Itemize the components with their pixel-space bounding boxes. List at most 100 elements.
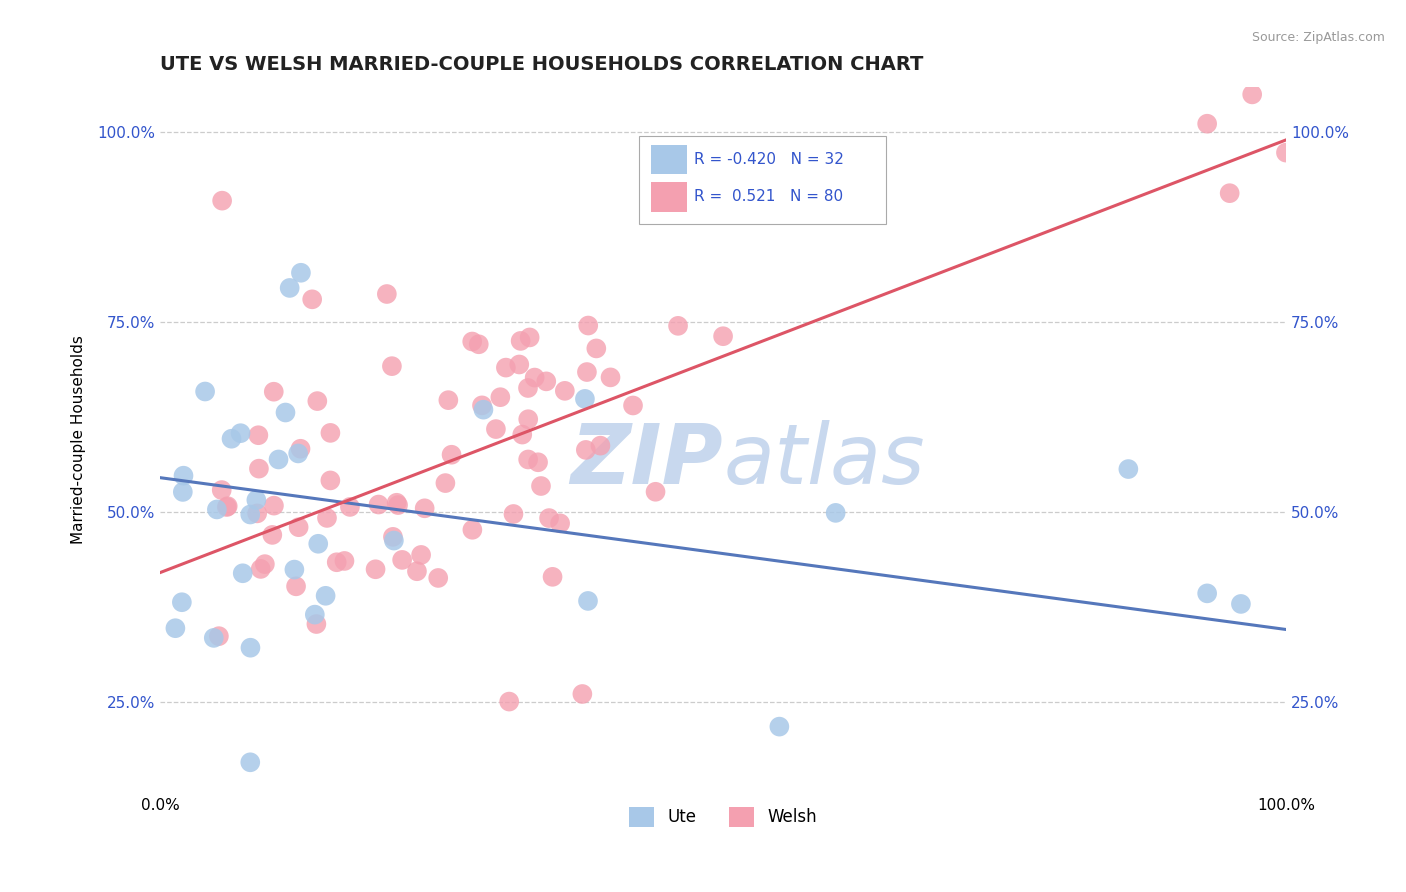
Point — [406, 564, 429, 578]
Point — [574, 392, 596, 406]
Point — [666, 318, 689, 333]
Point — [287, 446, 309, 460]
Point — [517, 381, 540, 395]
Point — [711, 329, 734, 343]
Point — [319, 425, 342, 440]
Point — [249, 562, 271, 576]
Point — [519, 330, 541, 344]
Text: atlas: atlas — [723, 420, 925, 501]
FancyBboxPatch shape — [638, 136, 886, 225]
Point — [527, 455, 550, 469]
Legend: Ute, Welsh: Ute, Welsh — [621, 800, 824, 834]
Point — [367, 498, 389, 512]
Point — [1219, 186, 1241, 201]
Point — [1197, 117, 1219, 131]
Point — [485, 422, 508, 436]
Point — [468, 337, 491, 351]
Point — [211, 483, 233, 497]
Point — [1241, 87, 1264, 102]
Point — [173, 468, 195, 483]
Point — [599, 370, 621, 384]
Point — [247, 461, 270, 475]
Point — [304, 607, 326, 622]
Point — [229, 426, 252, 441]
Point — [245, 493, 267, 508]
Point — [208, 629, 231, 643]
Text: R =  0.521   N = 80: R = 0.521 N = 80 — [693, 189, 844, 204]
Point — [247, 428, 270, 442]
Point — [391, 553, 413, 567]
Point — [316, 511, 339, 525]
Point — [440, 448, 463, 462]
Point — [165, 621, 187, 635]
Point — [689, 196, 711, 211]
Point — [290, 266, 312, 280]
Point — [517, 412, 540, 426]
Point — [307, 394, 329, 409]
Point — [571, 687, 593, 701]
Point — [325, 555, 347, 569]
Point — [217, 499, 239, 513]
Point — [274, 405, 297, 419]
Point — [471, 398, 494, 412]
Point — [1275, 145, 1298, 160]
Text: UTE VS WELSH MARRIED-COUPLE HOUSEHOLDS CORRELATION CHART: UTE VS WELSH MARRIED-COUPLE HOUSEHOLDS C… — [160, 55, 924, 74]
FancyBboxPatch shape — [651, 145, 688, 174]
Point — [172, 484, 194, 499]
Point — [498, 695, 520, 709]
Point — [554, 384, 576, 398]
Point — [263, 384, 285, 399]
Point — [768, 720, 790, 734]
Point — [205, 502, 228, 516]
Point — [495, 360, 517, 375]
Point — [530, 479, 553, 493]
Point — [211, 194, 233, 208]
Point — [509, 334, 531, 348]
Point — [502, 507, 524, 521]
Point — [621, 399, 644, 413]
Point — [434, 476, 457, 491]
Point — [194, 384, 217, 399]
Point — [215, 500, 238, 514]
Point — [472, 402, 495, 417]
Point — [538, 511, 561, 525]
Point — [285, 579, 308, 593]
Text: Source: ZipAtlas.com: Source: ZipAtlas.com — [1251, 31, 1385, 45]
Point — [576, 318, 599, 333]
Point — [267, 452, 290, 467]
Text: R = -0.420   N = 32: R = -0.420 N = 32 — [693, 152, 844, 167]
Point — [319, 474, 342, 488]
Point — [585, 342, 607, 356]
Point — [333, 554, 356, 568]
Point — [283, 563, 305, 577]
Point — [644, 484, 666, 499]
Point — [548, 516, 571, 531]
Point — [437, 393, 460, 408]
Point — [301, 293, 323, 307]
Point — [239, 640, 262, 655]
Point — [262, 528, 284, 542]
Point — [576, 594, 599, 608]
Point — [232, 566, 254, 581]
Point — [1197, 586, 1219, 600]
Text: ZIP: ZIP — [571, 420, 723, 501]
Point — [263, 499, 285, 513]
Point — [339, 500, 361, 514]
Point — [246, 507, 269, 521]
Point — [315, 589, 337, 603]
Point — [202, 631, 225, 645]
Point — [536, 375, 558, 389]
Point — [278, 281, 301, 295]
Point — [427, 571, 450, 585]
Point — [375, 287, 398, 301]
Point — [170, 595, 193, 609]
Point — [381, 530, 404, 544]
Point — [385, 496, 408, 510]
Point — [382, 533, 405, 548]
Point — [413, 501, 436, 516]
Point — [239, 508, 262, 522]
Point — [541, 570, 564, 584]
Point — [253, 557, 276, 571]
Point — [1118, 462, 1140, 476]
Point — [824, 506, 846, 520]
